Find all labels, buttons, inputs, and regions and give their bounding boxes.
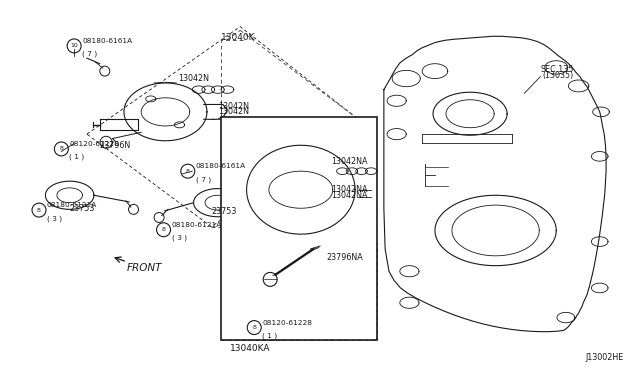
Bar xyxy=(221,118,378,340)
Text: 13042N: 13042N xyxy=(178,74,209,83)
Text: 08120-61228: 08120-61228 xyxy=(69,141,119,147)
Text: 13042NA: 13042NA xyxy=(332,185,368,194)
Text: 8: 8 xyxy=(37,208,41,212)
Text: 13042N: 13042N xyxy=(218,108,249,116)
Text: 08120-61228: 08120-61228 xyxy=(262,320,312,326)
Text: SEC.135: SEC.135 xyxy=(540,65,573,74)
Text: ( 1 ): ( 1 ) xyxy=(262,333,278,339)
Text: 08180-6161A: 08180-6161A xyxy=(82,38,132,44)
Text: 13042NA: 13042NA xyxy=(332,191,368,200)
Text: 08180-6121A: 08180-6121A xyxy=(172,222,222,228)
Text: 08180-6121A: 08180-6121A xyxy=(47,202,97,208)
Text: ( 7 ): ( 7 ) xyxy=(82,51,97,57)
Text: 13040KA: 13040KA xyxy=(230,344,270,353)
Text: J13002HE: J13002HE xyxy=(585,353,623,362)
Text: 8: 8 xyxy=(252,325,256,330)
Text: (13035): (13035) xyxy=(542,71,573,80)
Text: ( 1 ): ( 1 ) xyxy=(69,154,84,160)
Text: FRONT: FRONT xyxy=(127,263,162,273)
Text: 10: 10 xyxy=(70,44,78,48)
Text: 23796NA: 23796NA xyxy=(326,253,363,262)
Text: 23753: 23753 xyxy=(70,204,95,213)
Text: ( 3 ): ( 3 ) xyxy=(172,235,187,241)
Text: 8: 8 xyxy=(186,169,189,174)
Text: 13042N: 13042N xyxy=(218,102,249,111)
Text: 13040K: 13040K xyxy=(221,33,255,42)
Text: ( 3 ): ( 3 ) xyxy=(47,215,62,222)
Text: 8: 8 xyxy=(162,227,166,232)
Text: 23753: 23753 xyxy=(211,207,237,216)
Text: 08180-6161A: 08180-6161A xyxy=(196,163,246,169)
Text: 8: 8 xyxy=(60,147,63,151)
Text: ( 7 ): ( 7 ) xyxy=(196,176,211,183)
Text: 13042NA: 13042NA xyxy=(332,157,368,166)
Text: 23796N: 23796N xyxy=(100,141,131,150)
